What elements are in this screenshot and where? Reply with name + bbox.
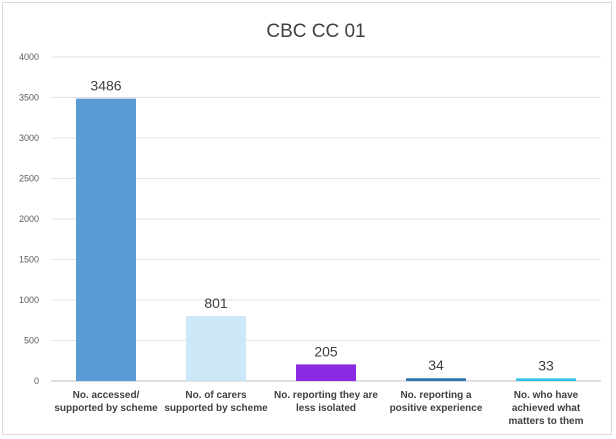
x-tick-label: No. of carers supported by scheme [164, 390, 268, 414]
data-label: 34 [428, 357, 444, 373]
data-label: 801 [204, 295, 228, 311]
y-tick-label: 3000 [19, 133, 39, 143]
y-tick-label: 1000 [19, 295, 39, 305]
x-tick-label: No. accessed/supported by scheme [54, 390, 158, 414]
y-tick-label: 3500 [19, 93, 39, 103]
y-axis-ticks: 0 500 1000 1500 2000 2500 3000 3500 4000 [19, 52, 39, 386]
bar [296, 364, 356, 381]
x-tick-label: No. reporting a positive experience [390, 390, 483, 414]
gridlines [51, 56, 601, 382]
y-tick-label: 4000 [19, 52, 39, 62]
y-tick-label: 2000 [19, 214, 39, 224]
y-tick-label: 2500 [19, 174, 39, 184]
y-tick-label: 1500 [19, 255, 39, 265]
chart-frame: CBC CC 01 0 500 1000 1500 2000 2500 3000 3500 40… [2, 2, 612, 435]
bar [406, 378, 466, 381]
y-tick-label: 0 [34, 376, 39, 386]
data-label: 3486 [90, 78, 121, 94]
data-label: 205 [314, 343, 338, 359]
data-label: 33 [538, 357, 554, 373]
bar-chart: CBC CC 01 0 500 1000 1500 2000 2500 3000 3500 40… [19, 21, 601, 427]
data-labels: 3486 801 205 34 33 [90, 78, 554, 374]
x-tick-label: No. reporting they are less isolated [274, 390, 378, 414]
x-tick-label: No. who have achieved what matters to them [508, 390, 583, 427]
bar [76, 98, 136, 381]
bar [516, 378, 576, 381]
bar [186, 316, 246, 381]
y-tick-label: 500 [24, 336, 39, 346]
bars [76, 98, 576, 381]
chart-title: CBC CC 01 [266, 21, 365, 42]
